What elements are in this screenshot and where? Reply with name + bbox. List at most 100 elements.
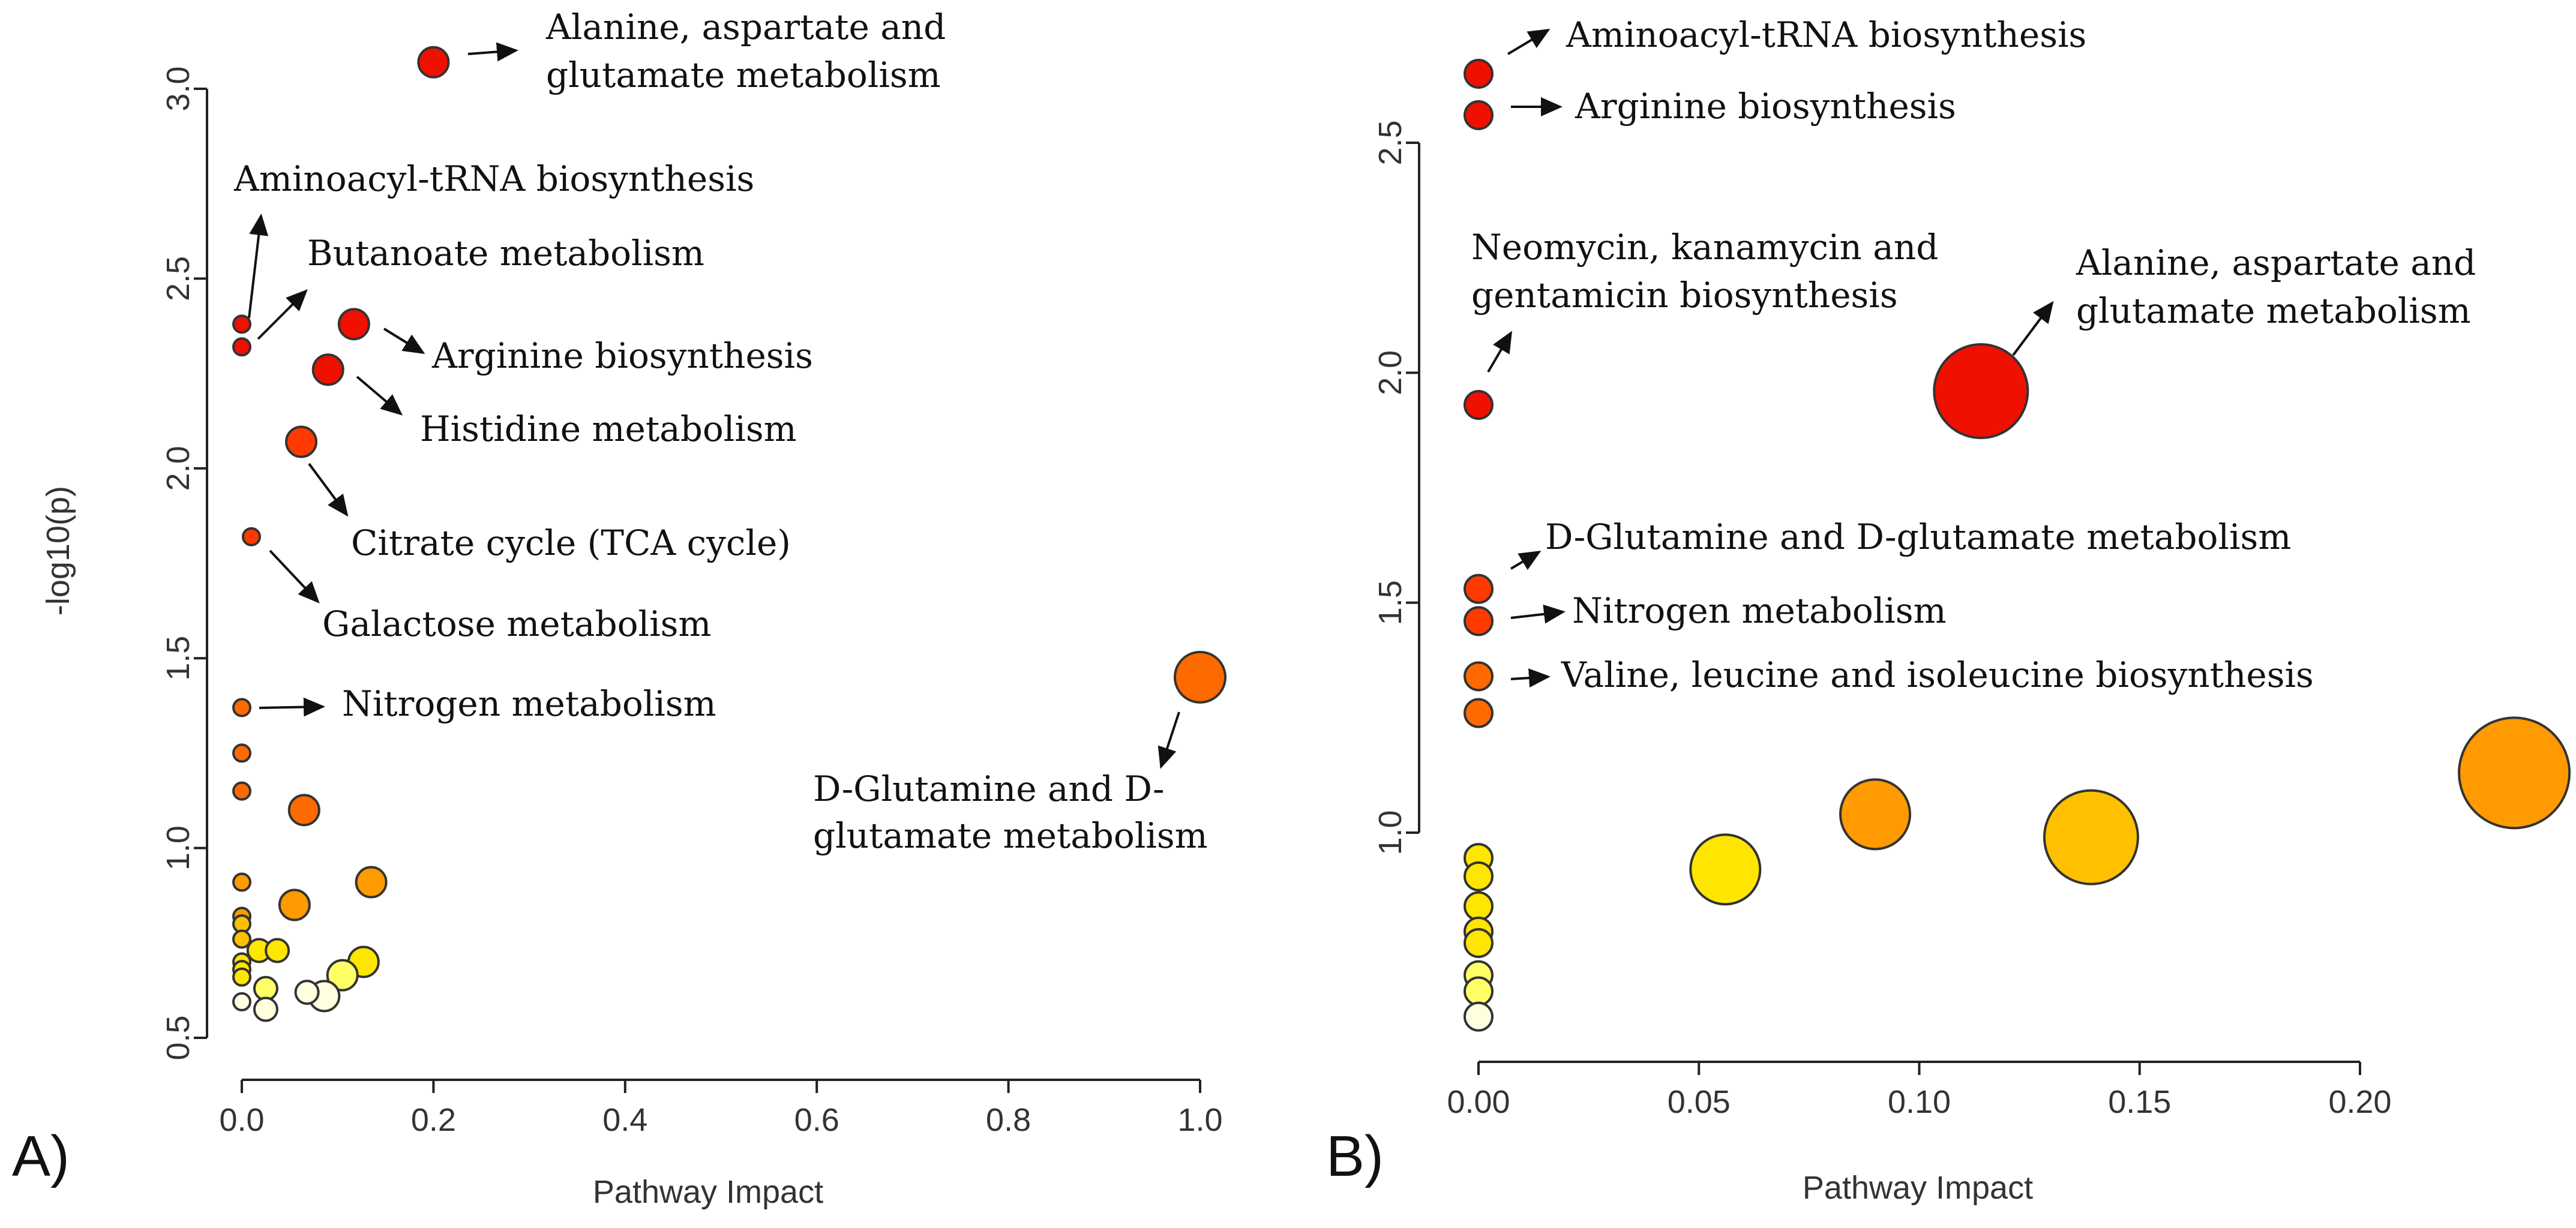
annotation-label: Nitrogen metabolism: [342, 683, 716, 724]
x-tick-label: 0.10: [1888, 1084, 1951, 1120]
data-point[interactable]: [326, 959, 359, 992]
y-tick-label: 1.5: [160, 636, 196, 681]
data-point[interactable]: [265, 938, 290, 963]
annotation-label: Arginine biosynthesis: [431, 335, 813, 376]
data-point[interactable]: [253, 975, 278, 1001]
data-point[interactable]: [1839, 778, 1912, 851]
annotation-label: Neomycin, kanamycin and: [1471, 227, 1938, 268]
annotation-label: Galactose metabolism: [322, 604, 711, 644]
data-point[interactable]: [1464, 891, 1494, 921]
data-point[interactable]: [232, 698, 251, 717]
y-axis-title: -log10(p): [40, 486, 76, 615]
annotation-label: Histidine metabolism: [420, 409, 797, 449]
annotation-arrow: [2012, 301, 2054, 356]
annotation-label: Arginine biosynthesis: [1575, 86, 1956, 127]
annotation-arrow: [1487, 331, 1513, 373]
annotation-label: Valine, leucine and isoleucine biosynthe…: [1561, 654, 2314, 695]
data-point[interactable]: [1464, 661, 1494, 692]
data-point[interactable]: [232, 872, 251, 892]
x-tick-label: 0.2: [411, 1102, 456, 1138]
x-tick-label: 0.15: [2108, 1084, 2171, 1120]
data-point[interactable]: [311, 353, 344, 386]
annotation-arrow: [1157, 711, 1180, 769]
data-point[interactable]: [278, 888, 311, 921]
annotation-arrow: [259, 697, 325, 717]
annotation-label: glutamate metabolism: [813, 815, 1208, 856]
data-point[interactable]: [1464, 574, 1494, 604]
panel-label: A): [12, 1124, 70, 1188]
panel-b-scatter: 0.00 0.05 0.10 0.15 0.20 1.0 1.5 2.0 2.5 Pathway …: [1326, 14, 2571, 1206]
y-tick-label: 3.0: [160, 66, 196, 111]
y-tick-label: 1.0: [1372, 810, 1408, 855]
data-point[interactable]: [1933, 343, 2029, 439]
y-tick-label: 0.5: [160, 1015, 196, 1060]
annotation-label: Butanoate metabolism: [307, 233, 704, 274]
data-point[interactable]: [2458, 716, 2571, 830]
panel-a-scatter: 0.0 0.2 0.4 0.6 0.8 1.0 0.5 1.0 1.5 2.0 2.5 3.0 Path…: [12, 7, 1226, 1210]
annotation-arrow: [269, 550, 320, 604]
y-tick-label: 2.5: [1372, 120, 1408, 165]
data-point[interactable]: [1464, 606, 1494, 636]
data-point[interactable]: [1464, 976, 1494, 1007]
annotation-label: gentamicin biosynthesis: [1471, 275, 1898, 316]
annotation-label: Alanine, aspartate and: [545, 7, 946, 47]
data-point[interactable]: [2043, 789, 2139, 885]
data-point[interactable]: [232, 743, 251, 763]
data-point[interactable]: [1464, 59, 1494, 89]
annotation-label: Nitrogen metabolism: [1572, 590, 1947, 631]
annotation-arrow: [1510, 550, 1542, 571]
data-point[interactable]: [1464, 861, 1494, 891]
data-point[interactable]: [232, 314, 251, 334]
x-tick-label: 1.0: [1177, 1102, 1222, 1138]
y-tick-label: 1.5: [1372, 580, 1408, 625]
data-point[interactable]: [253, 996, 278, 1022]
data-point[interactable]: [232, 781, 251, 801]
data-point[interactable]: [1464, 698, 1494, 728]
y-tick-label: 2.0: [160, 446, 196, 491]
data-point[interactable]: [232, 967, 251, 987]
annotation-arrow: [308, 463, 349, 517]
data-point[interactable]: [417, 46, 450, 79]
x-axis-title: Pathway Impact: [1803, 1170, 2033, 1206]
data-point[interactable]: [1464, 928, 1494, 958]
x-tick-label: 0.6: [794, 1102, 839, 1138]
data-point[interactable]: [294, 980, 320, 1005]
annotation-label: glutamate metabolism: [2076, 290, 2471, 331]
annotation-arrow: [248, 214, 269, 319]
annotation-arrow: [1507, 28, 1551, 55]
y-tick-label: 2.0: [1372, 350, 1408, 395]
y-tick-label: 1.0: [160, 825, 196, 870]
x-tick-label: 0.0: [219, 1102, 264, 1138]
panel-label: B): [1326, 1124, 1384, 1188]
y-tick-label: 2.5: [160, 256, 196, 301]
data-point[interactable]: [1464, 1001, 1494, 1032]
data-point[interactable]: [232, 929, 251, 949]
x-tick-label: 0.00: [1447, 1084, 1510, 1120]
x-tick-label: 0.8: [986, 1102, 1031, 1138]
x-tick-label: 0.20: [2328, 1084, 2391, 1120]
data-point[interactable]: [355, 866, 388, 899]
x-axis-title: Pathway Impact: [593, 1174, 823, 1210]
data-point[interactable]: [1464, 390, 1494, 420]
data-point[interactable]: [232, 992, 251, 1011]
data-point[interactable]: [285, 425, 318, 458]
x-tick-label: 0.05: [1668, 1084, 1731, 1120]
data-point[interactable]: [287, 794, 320, 827]
data-point[interactable]: [1174, 650, 1226, 704]
annotation-label: D-Glutamine and D-: [813, 768, 1165, 809]
annotation-arrow: [1510, 668, 1551, 688]
annotation-arrow: [467, 42, 518, 62]
annotation-arrow: [257, 289, 308, 340]
data-point[interactable]: [241, 527, 261, 547]
annotation-arrow: [1510, 604, 1566, 624]
data-point[interactable]: [1689, 833, 1762, 906]
data-point[interactable]: [232, 337, 251, 357]
annotation-label: glutamate metabolism: [546, 55, 941, 95]
annotation-label: Aminoacyl-tRNA biosynthesis: [1566, 14, 2086, 55]
data-point[interactable]: [337, 308, 370, 341]
annotation-label: Citrate cycle (TCA cycle): [351, 523, 791, 563]
data-point[interactable]: [1464, 100, 1494, 130]
x-tick-label: 0.4: [602, 1102, 647, 1138]
annotation-arrow: [356, 376, 403, 416]
